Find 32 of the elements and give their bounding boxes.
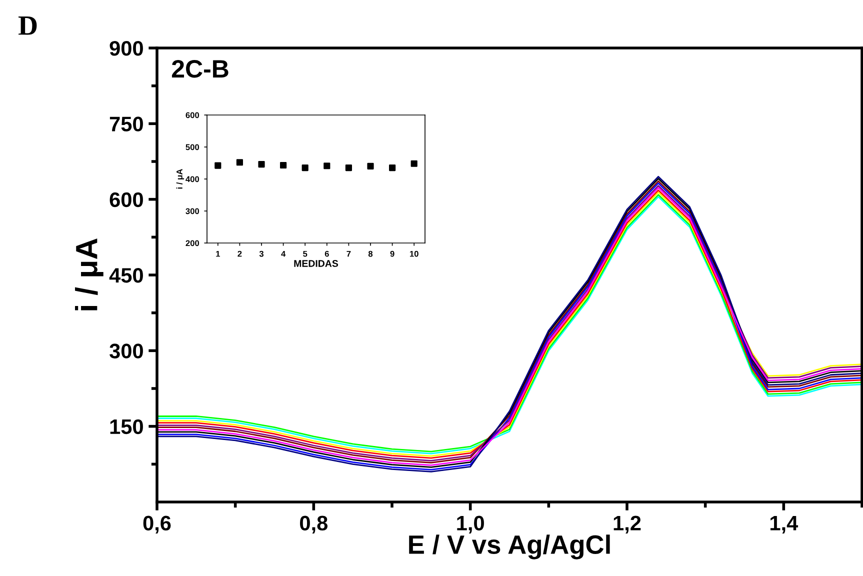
y-tick-label: 450	[109, 268, 143, 283]
text: D	[18, 16, 37, 35]
x-tick-label: 1,2	[614, 516, 641, 534]
x-tick-label: 5	[303, 250, 308, 257]
y-tick-label: 750	[110, 116, 143, 132]
y-tick-label: 600	[186, 112, 200, 118]
x-tick-label: 3	[259, 250, 264, 257]
x-tick-label: 6	[324, 250, 329, 257]
y-tick-label: 500	[186, 144, 200, 150]
x-tick-label: 0,8	[300, 516, 328, 534]
x-tick-label: 1	[216, 250, 220, 257]
x-tick-label: 4	[281, 250, 286, 257]
y-axis-title: i / μA	[75, 238, 104, 310]
y-tick-label: 600	[110, 192, 143, 208]
x-axis-title: E / V vs Ag/AgCl	[409, 534, 610, 560]
y-axis-title: i / μA	[176, 169, 184, 189]
y-tick-label: 300	[186, 208, 200, 214]
x-tick-label: 8	[368, 250, 373, 257]
x-axis-title: MEDIDAS	[294, 260, 338, 267]
y-tick-label: 200	[186, 240, 200, 246]
x-tick-label: 2	[238, 250, 242, 257]
x-tick-label: 10	[410, 250, 418, 257]
x-tick-label: 9	[390, 250, 394, 257]
x-tick-label: 0,6	[143, 516, 171, 534]
x-tick-label: 1,4	[770, 516, 798, 534]
x-tick-label: 7	[346, 250, 351, 257]
y-tick-label: 150	[110, 419, 143, 434]
y-tick-label: 400	[186, 176, 200, 182]
y-tick-label: 900	[110, 41, 143, 56]
annotation: 2C-B	[172, 60, 228, 78]
y-tick-label: 300	[110, 344, 143, 358]
x-tick-label: 1,0	[457, 516, 484, 534]
